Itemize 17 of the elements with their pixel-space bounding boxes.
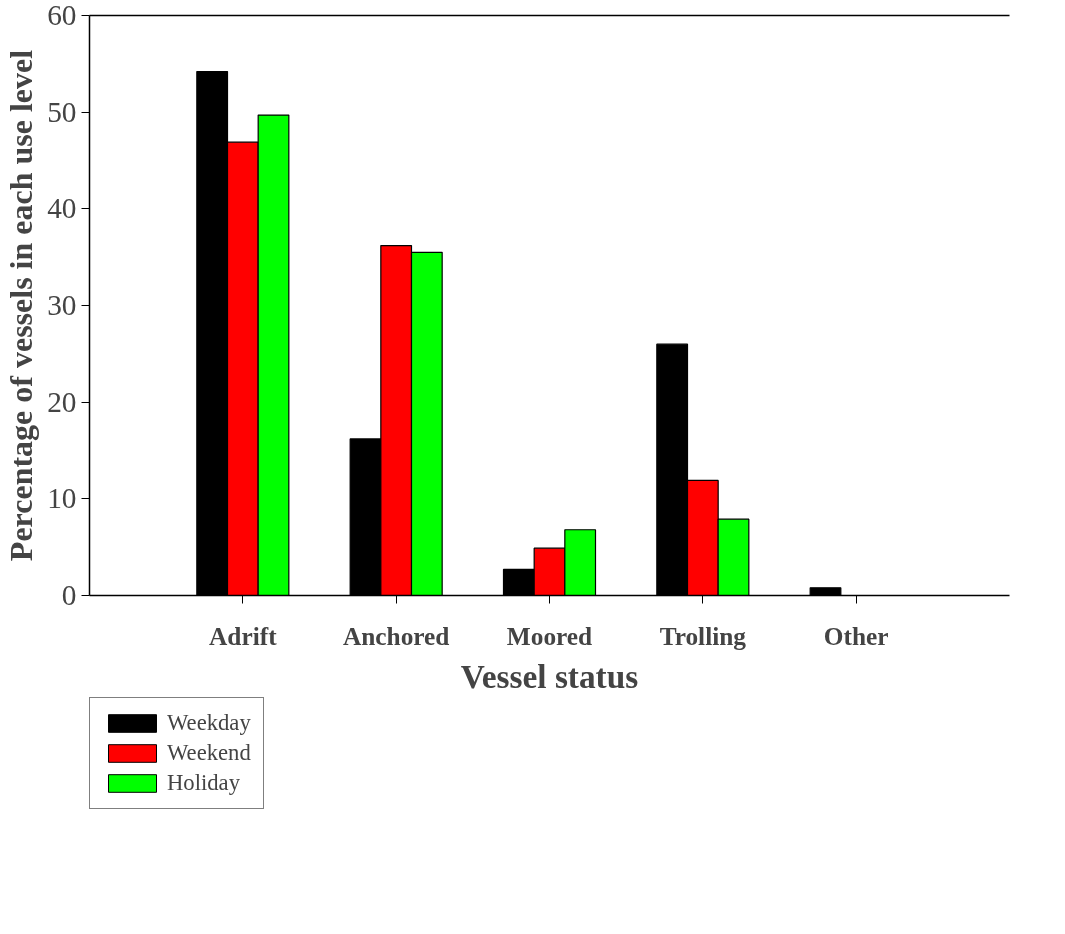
legend-label: Holiday	[167, 770, 240, 796]
x-tick-label: Anchored	[342, 621, 450, 650]
y-tick-label: 30	[47, 289, 77, 321]
y-axis-title: Percentage of vessels in each use level	[3, 49, 40, 562]
legend-label: Weekend	[167, 740, 251, 766]
y-tick-label: 60	[47, 0, 77, 31]
y-tick-label: 10	[47, 482, 77, 515]
y-tick-label: 40	[47, 192, 77, 225]
x-tick-label: Adrift	[209, 621, 278, 650]
x-tick-label: Moored	[506, 621, 593, 650]
x-tick-label: Trolling	[659, 621, 747, 650]
y-tick-label: 0	[61, 579, 77, 611]
x-tick-label: Other	[823, 621, 889, 650]
x-axis-title: Vessel status	[460, 657, 639, 695]
y-tick-label: 20	[47, 385, 77, 418]
y-tick-label: 50	[47, 95, 77, 128]
legend-label: Weekday	[167, 710, 251, 736]
